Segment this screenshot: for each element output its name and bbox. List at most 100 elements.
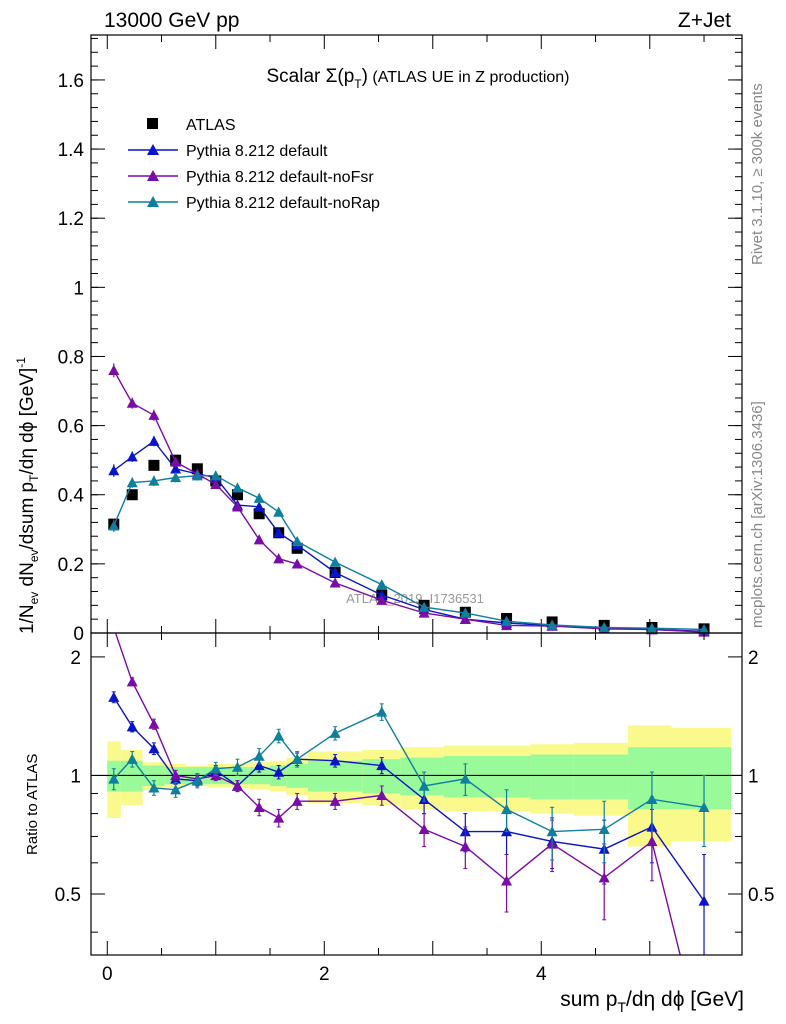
noRap-ratio-point <box>376 706 388 717</box>
noRap-ratio-point <box>148 782 160 793</box>
noFsr-ratio-point <box>273 812 285 823</box>
watermark: ATLAS_2019_I1736531 <box>346 591 484 606</box>
noRap-point <box>698 624 710 635</box>
main-y-tick-label: 0 <box>73 624 84 645</box>
noFsr-ratio-point <box>253 801 265 812</box>
noRap-point <box>148 475 160 486</box>
noRap-point <box>191 470 203 481</box>
noFsr-ratio-point <box>148 718 160 729</box>
legend-marker-norap <box>147 196 159 207</box>
noRap-point <box>253 492 265 503</box>
noRap-point <box>231 482 243 493</box>
noRap-point <box>459 607 471 618</box>
noFsr-point <box>231 501 243 512</box>
legend-label-default: Pythia 8.212 default <box>186 143 328 160</box>
default-ratio-point <box>108 691 120 702</box>
default-point <box>108 465 120 476</box>
mcplots-label: mcplots.cern.ch [arXiv:1306.3436] <box>749 401 766 628</box>
noFsr-ratio-point <box>291 795 303 806</box>
ratio-uncertainty-band-inner <box>530 754 574 800</box>
legend-label-norap: Pythia 8.212 default-noRap <box>186 195 380 212</box>
default-point <box>376 589 388 600</box>
noRap-point <box>501 615 513 626</box>
noRap-point <box>108 520 120 531</box>
default-point <box>126 451 138 462</box>
ratio-y-tick-label: 2 <box>70 648 81 669</box>
noFsr-point <box>210 478 222 490</box>
main-y-tick-label: 1.6 <box>58 71 84 92</box>
default-point <box>329 567 341 578</box>
noRap-ratio-point <box>170 784 182 795</box>
atlas-data-point <box>148 459 160 471</box>
noFsr-ratio-point <box>376 789 388 801</box>
noRap-ratio-point <box>698 801 710 812</box>
ratio-y-tick-label-right: 0.5 <box>748 885 774 906</box>
main-y-tick-label: 1.4 <box>58 140 85 161</box>
atlas-data-point <box>126 489 138 501</box>
noRap-point <box>418 601 430 612</box>
noRap-point <box>273 506 285 517</box>
main-y-tick-label: 0.6 <box>58 417 84 438</box>
noRap-ratio-point <box>253 750 265 761</box>
noFsr-ratio-line <box>114 633 681 955</box>
noFsr-ratio-point <box>170 769 182 781</box>
noRap-ratio-point <box>418 780 430 791</box>
noRap-ratio-point <box>459 773 471 784</box>
header-left: 13000 GeV pp <box>104 9 239 32</box>
x-tick-label: 2 <box>319 964 330 985</box>
noRap-ratio-point <box>329 727 341 738</box>
noRap-ratio-point <box>210 763 222 774</box>
ratio-series-group <box>108 633 710 955</box>
main-plot-panel: 0 0.2 0.4 0.6 0.8 1 1.2 1.4 1.6 ATLAS_2019_I1736… <box>14 34 743 645</box>
legend-marker-atlas <box>147 118 158 129</box>
noFsr-point <box>253 534 265 545</box>
noRap-ratio-point <box>598 823 610 834</box>
noRap-point <box>170 471 182 483</box>
legend: ATLAS Pythia 8.212 default Pythia 8.212 … <box>128 117 380 212</box>
header-right: Z+Jet <box>678 9 731 32</box>
noRap-ratio-point <box>546 826 558 837</box>
ratio-uncertainty-band-inner <box>671 747 732 810</box>
ratio-y-axis-label: Ratio to ATLAS <box>24 754 41 855</box>
ratio-y-tick-label-right: 1 <box>748 766 759 787</box>
noRap-ratio-point <box>501 803 513 815</box>
noFsr-ratio-point <box>598 872 610 883</box>
noFsr-point <box>291 558 303 569</box>
legend-marker-nofsr <box>147 170 159 181</box>
noFsr-point <box>273 553 285 564</box>
default-ratio-point <box>376 759 388 771</box>
noRap-ratio-point <box>108 773 120 784</box>
default-point <box>253 501 265 512</box>
main-y-tick-label: 0.2 <box>58 555 84 576</box>
ratio-plot-panel: 0 2 4 0.5 0.5 1 1 2 2 Ratio to ATLAS <box>24 632 774 985</box>
noRap-ratio-point <box>273 730 285 741</box>
noFsr-ratio-point <box>418 823 430 834</box>
noFsr-point <box>108 364 120 375</box>
noFsr-point <box>418 607 430 618</box>
noRap-ratio-point <box>126 753 138 764</box>
legend-label-atlas: ATLAS <box>186 117 236 134</box>
default-point <box>148 435 160 446</box>
noRap-point <box>376 579 388 590</box>
main-y-tick-label: 1 <box>73 278 84 299</box>
main-y-axis-label: 1/Nev dNev/dsum pT/dη dϕ [GeV]-1 <box>14 357 41 634</box>
default-ratio-point <box>329 755 341 766</box>
noRap-ratio-point <box>646 793 658 804</box>
main-y-tick-label: 0.8 <box>58 347 84 368</box>
default-ratio-point <box>698 895 710 906</box>
atlas-data-point <box>231 489 243 501</box>
atlas-data-point <box>253 508 265 520</box>
x-tick-label: 0 <box>102 964 113 985</box>
default-point <box>273 527 285 538</box>
noFsr-point <box>459 613 471 624</box>
noRap-line <box>113 475 705 631</box>
ratio-uncertainty-band-inner <box>120 760 143 792</box>
x-axis-label: sum pT/dη dϕ [GeV] <box>560 988 744 1015</box>
noFsr-ratio-point <box>459 841 471 852</box>
main-y-tick-label: 0.4 <box>58 486 85 507</box>
noFsr-ratio-point <box>231 780 243 791</box>
noFsr-ratio-point <box>646 835 658 847</box>
noRap-point <box>329 556 341 567</box>
noRap-ratio-point <box>291 753 303 764</box>
noRap-ratio-point <box>191 775 203 786</box>
